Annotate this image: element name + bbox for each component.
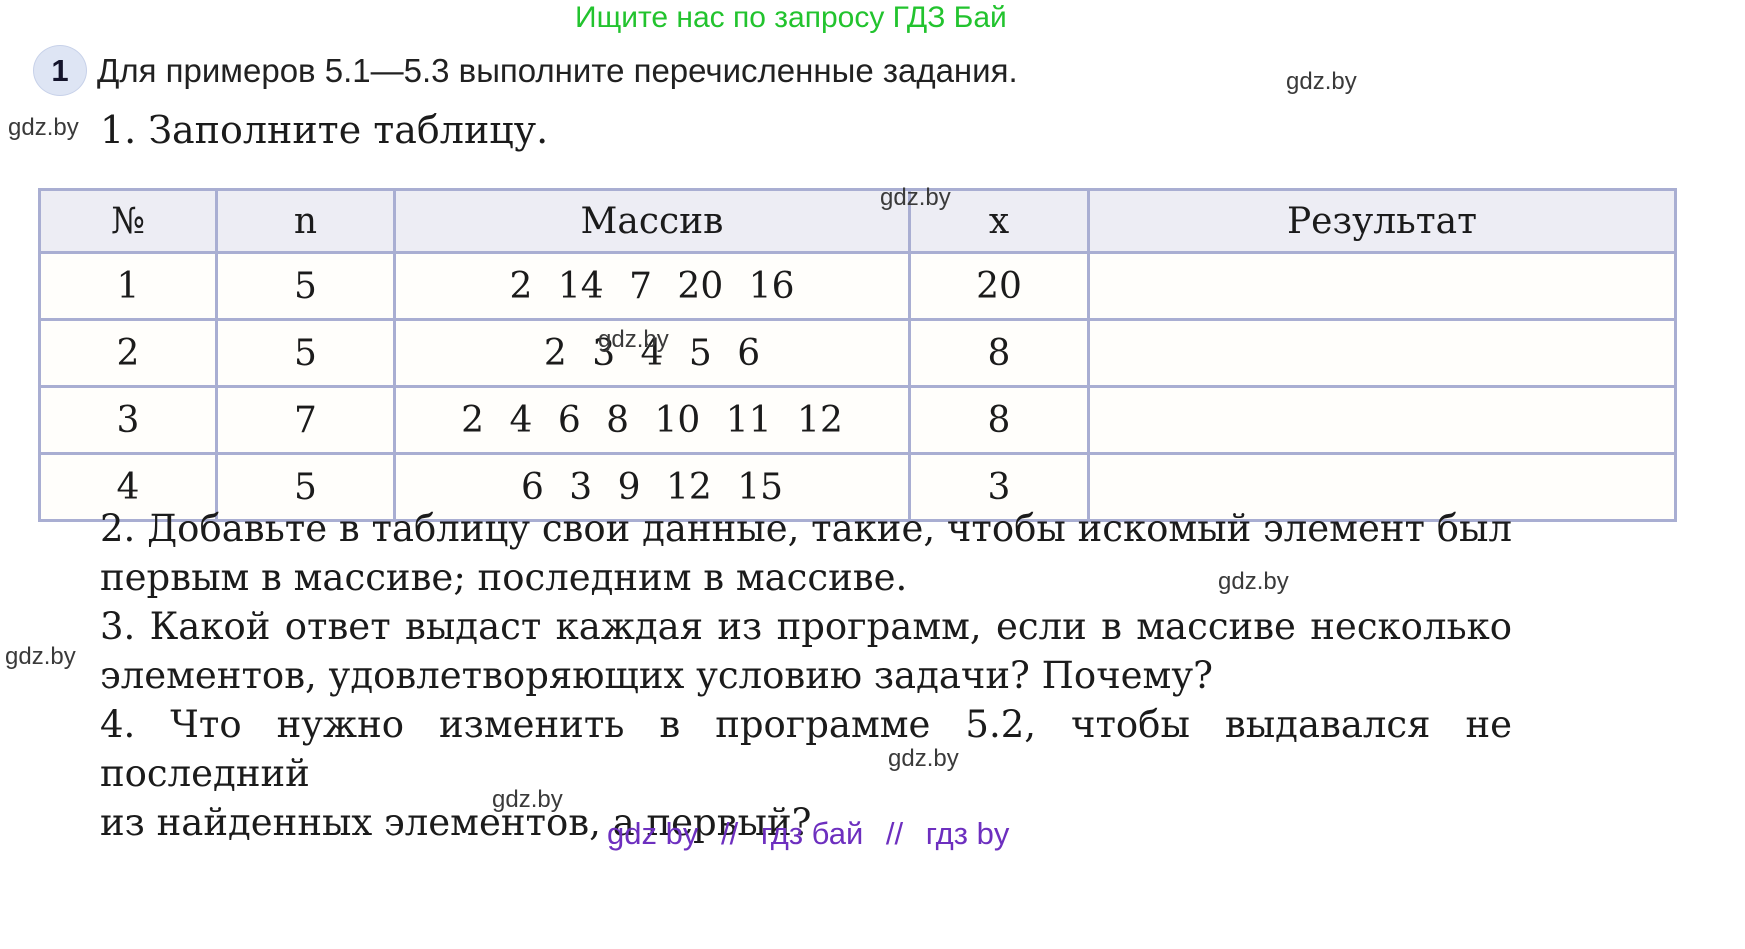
cell-x: 8 — [908, 318, 1090, 388]
cell-num: 3 — [38, 385, 218, 455]
table-row: 4 5 6 3 9 12 15 3 — [38, 452, 1677, 522]
cell-result — [1087, 251, 1677, 321]
cell-array: 2 14 7 20 16 — [393, 251, 911, 321]
footer-keywords: gdz by // гдз бай // гдз by — [607, 816, 1009, 852]
cell-result — [1087, 318, 1677, 388]
cell-n: 5 — [215, 251, 396, 321]
table-row: 3 7 2 4 6 8 10 11 12 8 — [38, 385, 1677, 455]
gdz-watermark: gdz.by — [888, 745, 959, 772]
promo-banner: Ищите нас по запросу ГДЗ Бай — [575, 1, 1007, 34]
subtask-4-line-2: из найденных элементов, а первый? — [100, 801, 812, 844]
footer-keyword: gdz by — [607, 816, 699, 851]
column-header-n: n — [215, 188, 396, 254]
cell-x: 20 — [908, 251, 1090, 321]
table-row: 2 5 2 3 4 5 6 8 — [38, 318, 1677, 388]
column-header-result: Результат — [1087, 188, 1677, 254]
gdz-watermark: gdz.by — [5, 643, 76, 670]
task-statement: Для примеров 5.1—5.3 выполните перечисле… — [97, 52, 1018, 89]
column-header-num: № — [38, 188, 218, 254]
footer-separator: // — [720, 816, 739, 851]
cell-x: 3 — [908, 452, 1090, 522]
gdz-watermark: gdz.by — [1218, 568, 1289, 595]
cell-array: 2 3 4 5 6 — [393, 318, 911, 388]
subtask-text-block: 2. Добавьте в таблицу свои данные, такие… — [100, 504, 1512, 847]
cell-n: 5 — [215, 452, 396, 522]
gdz-watermark: gdz.by — [880, 184, 951, 211]
subtask-4-line-1: 4. Что нужно изменить в программе 5.2, ч… — [100, 703, 1512, 795]
gdz-watermark: gdz.by — [492, 786, 563, 813]
subtask-3-line-2: элементов, удовлетворяющих условию задач… — [100, 654, 1213, 697]
cell-num: 2 — [38, 318, 218, 388]
gdz-watermark: gdz.by — [598, 326, 669, 353]
subtask-3-line-1: 3. Какой ответ выдаст каждая из программ… — [100, 605, 1512, 648]
cell-array: 6 3 9 12 15 — [393, 452, 911, 522]
table-row: 1 5 2 14 7 20 16 20 — [38, 251, 1677, 321]
table-header-row: № n Массив x Результат — [38, 188, 1677, 254]
footer-keyword: гдз by — [925, 816, 1010, 851]
gdz-watermark: gdz.by — [8, 114, 79, 141]
cell-result — [1087, 452, 1677, 522]
cell-x: 8 — [908, 385, 1090, 455]
footer-separator: // — [885, 816, 904, 851]
cell-n: 5 — [215, 318, 396, 388]
column-header-x: x — [908, 188, 1090, 254]
gdz-watermark: gdz.by — [1286, 68, 1357, 95]
subtask-2-line-2: первым в массиве; последним в массиве. — [100, 556, 908, 599]
column-header-array: Массив — [393, 188, 911, 254]
footer-keyword: гдз бай — [760, 816, 864, 851]
cell-result — [1087, 385, 1677, 455]
cell-num: 4 — [38, 452, 218, 522]
results-table: № n Массив x Результат 1 5 2 14 7 20 16 … — [38, 188, 1677, 522]
subtask-2-line-1: 2. Добавьте в таблицу свои данные, такие… — [100, 507, 1512, 550]
cell-array: 2 4 6 8 10 11 12 — [393, 385, 911, 455]
results-table-wrap: № n Массив x Результат 1 5 2 14 7 20 16 … — [38, 188, 1677, 522]
subtask-1-label: 1. Заполните таблицу. — [100, 108, 549, 152]
cell-n: 7 — [215, 385, 396, 455]
cell-num: 1 — [38, 251, 218, 321]
task-number-badge: 1 — [33, 45, 87, 96]
